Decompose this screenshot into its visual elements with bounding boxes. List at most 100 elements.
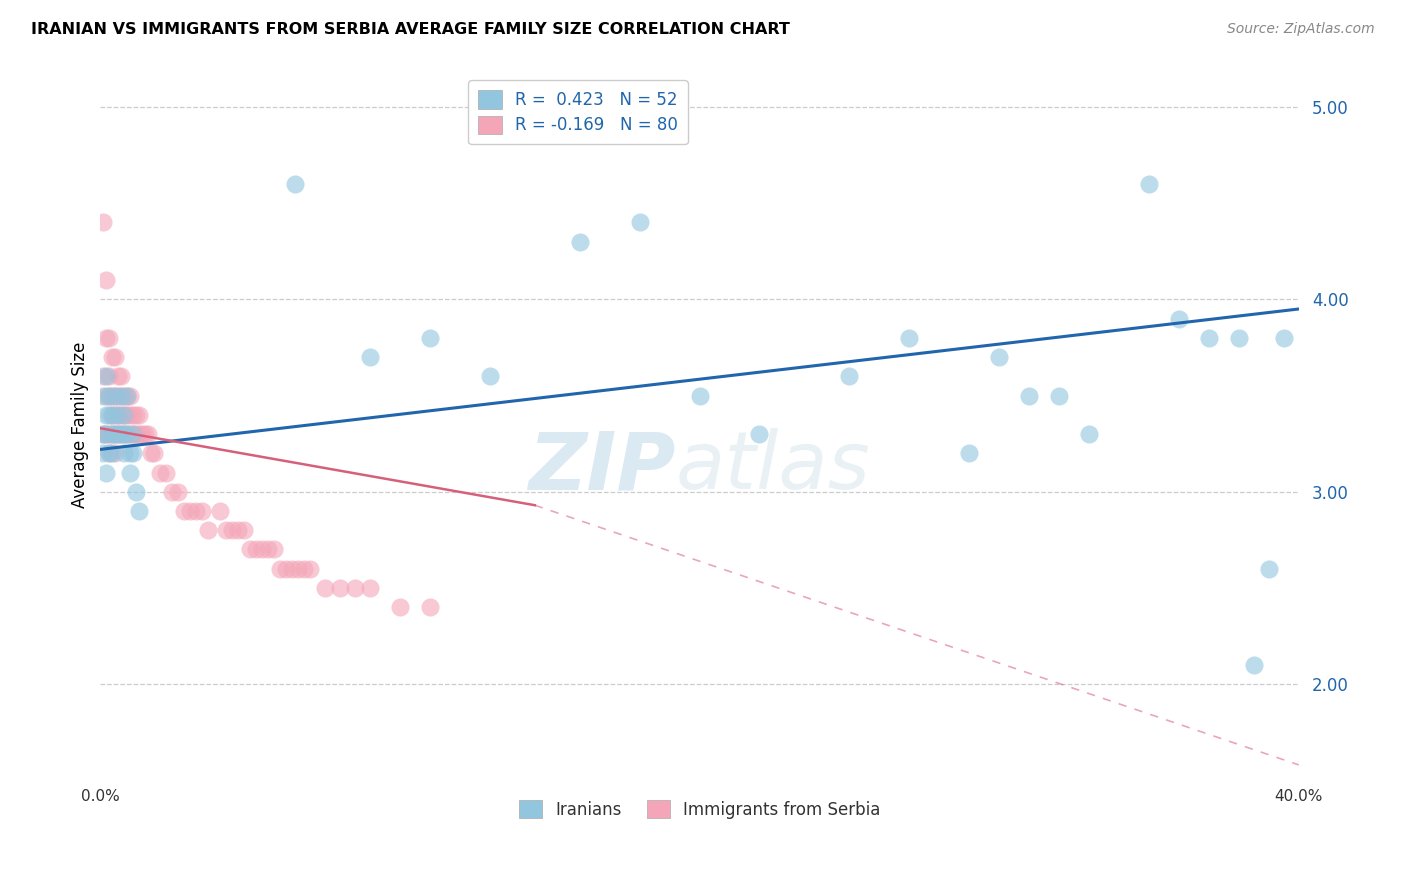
- Point: [107, 388, 129, 402]
- Point: [957, 446, 980, 460]
- Point: [101, 446, 124, 460]
- Point: [1018, 388, 1040, 402]
- Point: [239, 542, 262, 557]
- Point: [93, 427, 115, 442]
- Point: [167, 484, 190, 499]
- Point: [104, 388, 127, 402]
- Point: [98, 427, 121, 442]
- Point: [1137, 177, 1160, 191]
- Point: [209, 504, 232, 518]
- Point: [96, 408, 118, 422]
- Point: [226, 523, 249, 537]
- Point: [628, 215, 651, 229]
- Point: [128, 427, 150, 442]
- Point: [98, 388, 121, 402]
- Point: [162, 484, 184, 499]
- Point: [197, 523, 219, 537]
- Point: [117, 388, 139, 402]
- Point: [359, 581, 381, 595]
- Point: [125, 408, 148, 422]
- Point: [112, 408, 135, 422]
- Point: [748, 427, 770, 442]
- Point: [117, 427, 139, 442]
- Point: [110, 427, 132, 442]
- Point: [110, 388, 132, 402]
- Point: [1243, 657, 1265, 672]
- Point: [329, 581, 352, 595]
- Point: [96, 369, 118, 384]
- Point: [1078, 427, 1101, 442]
- Point: [120, 466, 142, 480]
- Point: [269, 562, 291, 576]
- Point: [98, 388, 121, 402]
- Point: [287, 562, 309, 576]
- Point: [155, 466, 177, 480]
- Point: [101, 427, 124, 442]
- Point: [419, 331, 441, 345]
- Point: [215, 523, 238, 537]
- Point: [96, 331, 118, 345]
- Point: [104, 388, 127, 402]
- Point: [186, 504, 208, 518]
- Point: [122, 427, 145, 442]
- Point: [689, 388, 711, 402]
- Point: [96, 273, 118, 287]
- Point: [281, 562, 304, 576]
- Point: [149, 466, 172, 480]
- Point: [101, 408, 124, 422]
- Point: [125, 484, 148, 499]
- Point: [136, 427, 159, 442]
- Point: [110, 388, 132, 402]
- Point: [112, 388, 135, 402]
- Point: [101, 350, 124, 364]
- Point: [343, 581, 366, 595]
- Point: [299, 562, 322, 576]
- Point: [274, 562, 297, 576]
- Point: [1047, 388, 1070, 402]
- Point: [1257, 562, 1279, 576]
- Point: [245, 542, 267, 557]
- Point: [104, 350, 127, 364]
- Point: [107, 369, 129, 384]
- Point: [125, 427, 148, 442]
- Point: [128, 408, 150, 422]
- Point: [96, 427, 118, 442]
- Point: [98, 331, 121, 345]
- Point: [419, 600, 441, 615]
- Point: [284, 177, 307, 191]
- Point: [112, 427, 135, 442]
- Point: [93, 427, 115, 442]
- Point: [988, 350, 1011, 364]
- Text: ZIP: ZIP: [529, 428, 675, 506]
- Point: [101, 408, 124, 422]
- Point: [359, 350, 381, 364]
- Point: [1272, 331, 1295, 345]
- Point: [134, 427, 156, 442]
- Point: [107, 427, 129, 442]
- Text: IRANIAN VS IMMIGRANTS FROM SERBIA AVERAGE FAMILY SIZE CORRELATION CHART: IRANIAN VS IMMIGRANTS FROM SERBIA AVERAG…: [31, 22, 790, 37]
- Point: [107, 427, 129, 442]
- Point: [131, 427, 153, 442]
- Point: [117, 408, 139, 422]
- Point: [107, 408, 129, 422]
- Point: [117, 427, 139, 442]
- Point: [110, 427, 132, 442]
- Point: [1198, 331, 1220, 345]
- Point: [120, 408, 142, 422]
- Point: [104, 446, 127, 460]
- Point: [104, 427, 127, 442]
- Point: [96, 388, 118, 402]
- Point: [263, 542, 285, 557]
- Point: [107, 408, 129, 422]
- Point: [104, 427, 127, 442]
- Point: [1167, 311, 1189, 326]
- Point: [117, 388, 139, 402]
- Point: [104, 408, 127, 422]
- Point: [388, 600, 411, 615]
- Point: [101, 388, 124, 402]
- Point: [250, 542, 273, 557]
- Point: [1227, 331, 1250, 345]
- Text: atlas: atlas: [675, 428, 870, 506]
- Point: [128, 504, 150, 518]
- Point: [93, 215, 115, 229]
